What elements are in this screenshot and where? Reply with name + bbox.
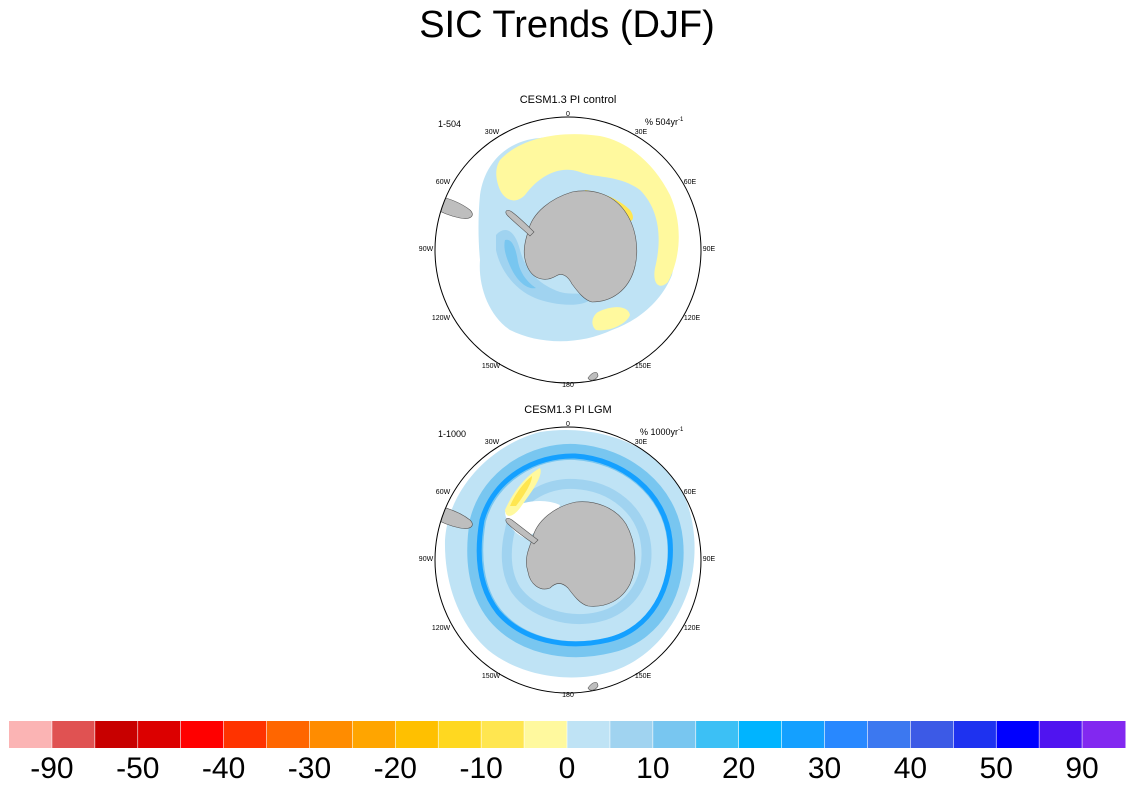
panel-1-years-label: 1-504 <box>438 119 461 129</box>
colorbar-swatch <box>953 721 997 748</box>
colorbar-tick-label: 40 <box>893 752 928 785</box>
panel-1-lon-60e: 60E <box>684 179 697 186</box>
panel-2-units-exponent: -1 <box>678 427 684 433</box>
colorbar-swatch <box>223 721 268 748</box>
panel-2-lon-0: 0 <box>566 421 570 428</box>
panel-1-lon-30w: 30W <box>485 129 500 136</box>
colorbar-swatch <box>309 721 353 748</box>
figure-title: SIC Trends (DJF) <box>419 4 715 46</box>
panel-2-ice-negative-strong-ring <box>476 453 673 647</box>
panel-1-lon-180: 180 <box>562 382 574 389</box>
colorbar-tick-label: -90 <box>30 752 74 785</box>
panel-1-ice-positive-patch <box>592 307 630 331</box>
panel-2-lon-120w: 120W <box>432 625 451 632</box>
panel-2-lon-90e: 90E <box>703 556 716 563</box>
panel-1: CESM1.3 PI control 1-504 % 504yr-1 0 30E <box>419 94 716 389</box>
panel-1-lon-150e: 150E <box>635 363 652 370</box>
colorbar-tick-label: 0 <box>558 752 576 785</box>
panel-2-lon-150e: 150E <box>635 673 652 680</box>
panel-2-lon-150w: 150W <box>482 673 501 680</box>
panel-1-units-exponent: -1 <box>678 117 684 123</box>
colorbar-swatch <box>180 721 225 748</box>
panel-1-lon-30e: 30E <box>635 129 648 136</box>
panel-1-lon-150w: 150W <box>482 363 501 370</box>
colorbar-swatch <box>51 721 96 748</box>
colorbar-swatch <box>996 721 1040 748</box>
panel-2-lon-30e: 30E <box>635 439 648 446</box>
panel-2-map-boundary <box>434 426 702 694</box>
panel-1-title: CESM1.3 PI control <box>520 94 617 106</box>
panel-1-map <box>435 134 679 342</box>
panel-1-antarctic-peninsula <box>505 210 535 237</box>
panel-1-units-text: % 504yr <box>645 117 678 127</box>
panel-2-ice-negative-mid-ring <box>501 478 652 624</box>
panel-2-new-zealand <box>587 682 599 691</box>
panel-1-lon-90w: 90W <box>419 246 434 253</box>
panel-2-lon-60e: 60E <box>684 489 697 496</box>
panel-2-units-text: % 1000yr <box>640 427 678 437</box>
colorbar-swatch <box>652 721 697 748</box>
colorbar-swatch <box>695 721 740 748</box>
panel-2-lon-30w: 30W <box>485 439 500 446</box>
colorbar-swatch <box>524 721 568 748</box>
panel-1-new-zealand <box>587 372 599 381</box>
colorbar-swatch <box>137 721 182 748</box>
colorbar-tick-label: 50 <box>979 752 1013 785</box>
panel-1-lon-90e: 90E <box>703 246 716 253</box>
panel-1-ice-negative-mid <box>496 230 590 305</box>
colorbar-tick-label: -20 <box>373 752 417 785</box>
colorbar-tick-label: 90 <box>1065 752 1099 785</box>
colorbar-swatch <box>824 721 868 748</box>
colorbar-swatch <box>9 721 53 748</box>
colorbar-tick-label: 10 <box>636 752 670 785</box>
colorbar <box>9 721 1126 748</box>
colorbar-swatch <box>910 721 954 748</box>
colorbar-tick-label: -40 <box>201 752 246 785</box>
panel-2-units-label: % 1000yr-1 <box>640 427 684 437</box>
colorbar-swatch <box>395 721 439 748</box>
colorbar-swatch <box>94 721 139 748</box>
panel-1-lon-0: 0 <box>566 111 570 118</box>
panel-1-lon-120w: 120W <box>432 315 451 322</box>
panel-2: CESM1.3 PI LGM 1-1000 % 1000yr-1 0 30E <box>419 404 716 699</box>
panel-2-antarctica <box>526 501 636 607</box>
panel-2-map <box>435 429 695 678</box>
colorbar-swatch <box>781 721 826 748</box>
panel-2-title: CESM1.3 PI LGM <box>524 404 611 416</box>
panel-2-antarctic-peninsula <box>505 518 539 545</box>
colorbar-tick-label: -30 <box>287 752 332 785</box>
colorbar-swatch <box>738 721 783 748</box>
colorbar-tick-label: 20 <box>722 752 756 785</box>
panel-1-map-boundary <box>434 116 702 384</box>
colorbar-swatch <box>266 721 310 748</box>
panel-2-lon-120e: 120E <box>684 625 701 632</box>
panel-2-years-label: 1-1000 <box>438 429 466 439</box>
colorbar-tick-label: -50 <box>116 752 160 785</box>
panel-1-lon-120e: 120E <box>684 315 701 322</box>
panel-2-ice-positive-mid <box>510 476 532 506</box>
panel-2-lon-90w: 90W <box>419 556 434 563</box>
colorbar-swatch <box>1039 721 1083 748</box>
colorbar-swatch <box>1082 721 1126 748</box>
colorbar-swatch <box>609 721 654 748</box>
colorbar-tick-label: -10 <box>459 752 503 785</box>
panel-1-south-america <box>435 194 473 219</box>
colorbar-swatch <box>867 721 911 748</box>
panel-2-lon-60w: 60W <box>436 489 451 496</box>
panel-1-ice-positive-small <box>496 134 679 286</box>
panel-1-units-label: % 504yr-1 <box>645 117 684 127</box>
colorbar-swatch <box>481 721 525 748</box>
colorbar-tick-label: 30 <box>807 752 842 785</box>
panel-1-antarctica <box>523 190 638 303</box>
panel-2-lon-180: 180 <box>562 692 574 699</box>
colorbar-swatch <box>438 721 482 748</box>
colorbar-swatch <box>567 721 611 748</box>
panel-1-ice-negative-large <box>504 239 536 289</box>
panel-1-lon-60w: 60W <box>436 179 451 186</box>
colorbar-swatch <box>352 721 396 748</box>
panel-2-ice-negative-large-ring <box>467 443 684 658</box>
